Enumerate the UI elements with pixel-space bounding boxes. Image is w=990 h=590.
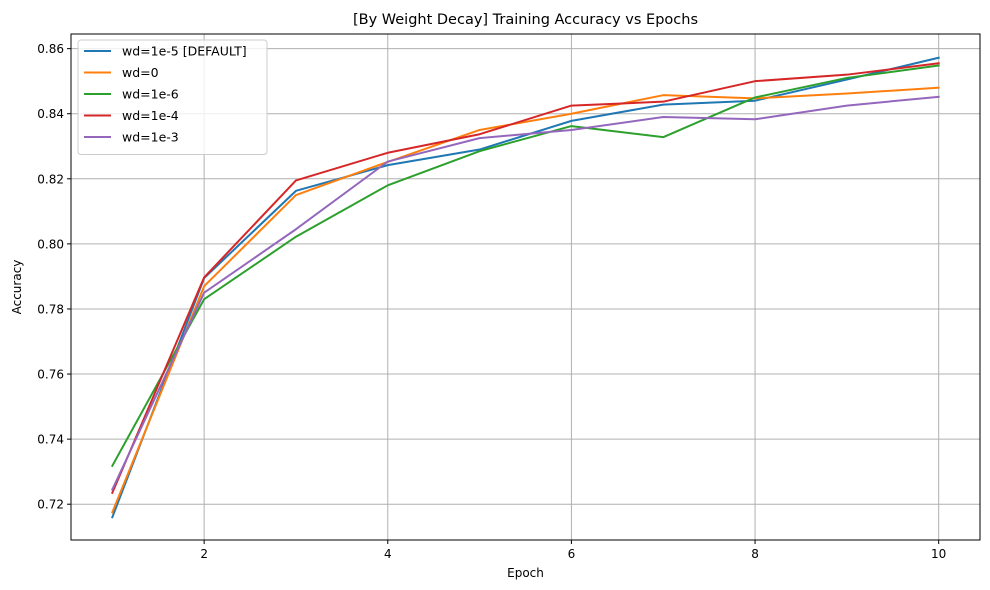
y-tick-label: 0.86	[37, 42, 64, 56]
legend-label: wd=1e-5 [DEFAULT]	[122, 44, 247, 59]
y-tick-label: 0.74	[37, 433, 64, 447]
x-tick-label: 4	[384, 547, 392, 561]
legend-label: wd=1e-6	[122, 87, 179, 102]
x-tick-label: 2	[200, 547, 208, 561]
y-tick-label: 0.72	[37, 498, 64, 512]
axis-ticks: 2 4 6 8 10 0.72 0.74 0.76 0.78 0.80 0.82 0.84 0.86	[37, 42, 946, 561]
series-line-1	[111, 86, 940, 514]
y-tick-label: 0.78	[37, 302, 64, 316]
y-tick-label: 0.76	[37, 368, 64, 382]
plot-area-frame	[70, 33, 981, 541]
x-axis-label: Epoch	[507, 566, 544, 580]
series-line-3	[111, 62, 940, 495]
legend-label: wd=1e-4	[122, 108, 179, 123]
series-lines	[110, 56, 940, 519]
y-tick-label: 0.82	[37, 172, 64, 186]
series-line-0	[111, 56, 940, 519]
legend-label: wd=0	[122, 65, 159, 80]
grid-lines	[71, 34, 980, 540]
y-tick-label: 0.80	[37, 237, 64, 251]
x-tick-label: 6	[568, 547, 576, 561]
x-tick-label: 8	[751, 547, 759, 561]
y-axis-label: Accuracy	[10, 260, 24, 315]
series-line-2	[110, 64, 940, 468]
series-line-4	[110, 95, 940, 491]
legend-box	[77, 39, 268, 155]
y-tick-label: 0.84	[37, 107, 64, 121]
x-tick-label: 10	[931, 547, 946, 561]
chart-title: [By Weight Decay] Training Accuracy vs E…	[353, 12, 698, 28]
legend-label: wd=1e-3	[122, 130, 179, 145]
legend: wd=1e-5 [DEFAULT] wd=0 wd=1e-6 wd=1e-4 wd=1e…	[77, 39, 268, 155]
